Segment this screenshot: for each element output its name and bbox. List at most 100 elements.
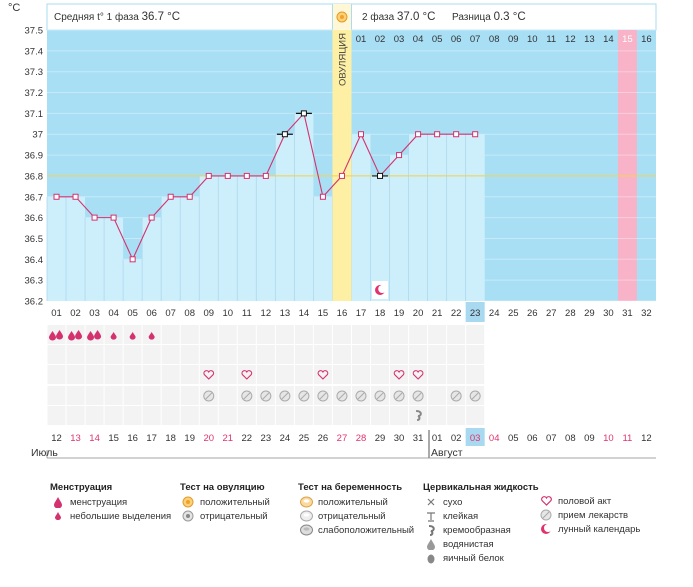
pill-line bbox=[281, 392, 289, 400]
legend-menstruation: Менструация менструация небольшие выделе… bbox=[50, 481, 171, 524]
symbol-cell bbox=[161, 325, 180, 344]
temperature-bar bbox=[180, 196, 200, 301]
symbol-cell bbox=[47, 345, 66, 364]
watery-icon bbox=[423, 538, 439, 552]
pill-line bbox=[471, 392, 479, 400]
temperature-point bbox=[224, 172, 231, 179]
symbol-cell bbox=[428, 345, 447, 364]
temperature-point bbox=[281, 131, 288, 138]
heart-icon bbox=[317, 370, 329, 380]
post-ovulation-day: 13 bbox=[584, 34, 595, 45]
calendar-date: 05 bbox=[508, 433, 519, 444]
temperature-bar bbox=[199, 175, 219, 301]
pregnancy-weak-icon bbox=[298, 524, 314, 538]
symbol-cell bbox=[466, 365, 485, 384]
temperature-bar bbox=[104, 217, 124, 301]
symbol-cell bbox=[447, 406, 466, 425]
legend-pregnancy-test-title: Тест на беременность bbox=[298, 482, 403, 493]
heart-icon bbox=[393, 370, 405, 380]
y-tick-label: 37.1 bbox=[25, 109, 44, 120]
post-ovulation-day: 01 bbox=[356, 34, 367, 45]
post-ovulation-day: 02 bbox=[375, 34, 386, 45]
temperature-point bbox=[167, 193, 174, 200]
symbol-cell bbox=[313, 325, 332, 344]
cycle-day-label: 26 bbox=[527, 308, 538, 319]
period-day-column bbox=[617, 30, 637, 301]
post-ovulation-day: 09 bbox=[508, 34, 519, 45]
calendar-date: 08 bbox=[565, 433, 576, 444]
legend-cervical-item: сухо bbox=[443, 497, 463, 508]
cycle-day-label: 03 bbox=[89, 308, 100, 319]
symbol-cell bbox=[237, 365, 256, 384]
symbol-cell bbox=[237, 345, 256, 364]
temperature-bar bbox=[123, 259, 143, 301]
cycle-day-label: 13 bbox=[280, 308, 291, 319]
spotting-drop-icon bbox=[110, 332, 117, 340]
post-ovulation-day: 05 bbox=[432, 34, 443, 45]
cycle-day-label: 22 bbox=[451, 308, 462, 319]
cycle-day-label: 18 bbox=[375, 308, 386, 319]
calendar-date: 11 bbox=[622, 433, 632, 444]
y-tick-label: 37 bbox=[32, 130, 43, 141]
calendar-date: 03 bbox=[470, 433, 481, 444]
heart-icon bbox=[203, 370, 215, 380]
symbol-cell bbox=[104, 386, 123, 405]
pill-line bbox=[395, 392, 403, 400]
menstruation-drop-icon bbox=[49, 330, 64, 341]
phase1-text: Средняя t° 1 фаза 36.7 °C bbox=[54, 11, 180, 23]
drop-shape bbox=[49, 331, 57, 341]
temperature-bar bbox=[66, 196, 86, 301]
y-tick-label: 36.9 bbox=[25, 151, 44, 162]
symbol-cell bbox=[142, 345, 161, 364]
symbol-cell bbox=[85, 345, 104, 364]
legend-other: половой акт прием лекарств лунный календ… bbox=[538, 495, 640, 537]
symbol-cell bbox=[332, 345, 351, 364]
symbol-cell bbox=[332, 325, 351, 344]
cycle-day-label: 08 bbox=[184, 308, 195, 319]
temperature-bar bbox=[370, 175, 390, 301]
symbol-cell bbox=[313, 345, 332, 364]
y-tick-label: 36.7 bbox=[25, 192, 44, 203]
symbol-cell bbox=[199, 345, 218, 364]
today-cell bbox=[465, 302, 485, 322]
temperature-point bbox=[148, 214, 155, 221]
symbol-cell bbox=[256, 406, 275, 425]
temperature-point bbox=[72, 193, 79, 200]
symbol-cell bbox=[104, 406, 123, 425]
symbol-cell bbox=[351, 406, 371, 425]
temperature-bar bbox=[256, 175, 276, 301]
symbol-cell bbox=[256, 365, 275, 384]
y-tick-label: 36.5 bbox=[25, 234, 44, 245]
pill-line bbox=[338, 392, 346, 400]
symbol-cell bbox=[390, 345, 409, 364]
temperature-bar bbox=[237, 175, 257, 301]
ovulation-column bbox=[332, 30, 352, 301]
symbol-cell bbox=[275, 365, 294, 384]
symbol-cell bbox=[123, 386, 142, 405]
symbol-cell bbox=[47, 386, 66, 405]
calendar-date: 30 bbox=[394, 433, 405, 444]
calendar-date: 13 bbox=[70, 433, 81, 444]
menstruation-drop-icon bbox=[68, 330, 83, 341]
symbol-cell bbox=[409, 325, 428, 344]
temperature-point bbox=[357, 131, 364, 138]
temperature-point bbox=[472, 131, 479, 138]
symbol-cell bbox=[123, 406, 142, 425]
symbol-cell bbox=[256, 325, 275, 344]
symbol-cell bbox=[313, 406, 332, 425]
symbol-cell bbox=[180, 365, 199, 384]
symbol-cell bbox=[47, 365, 66, 384]
symbol-cell bbox=[237, 406, 256, 425]
symbol-cell bbox=[275, 406, 294, 425]
cycle-day-label: 21 bbox=[432, 308, 443, 319]
cycle-day-label: 23 bbox=[470, 308, 481, 319]
legend-cervical-title: Цервикальная жидкость bbox=[423, 482, 539, 493]
symbol-cell bbox=[447, 365, 466, 384]
symbol-cell bbox=[66, 406, 85, 425]
symbol-cell bbox=[123, 345, 142, 364]
bbt-chart: Средняя t° 1 фаза 36.7 °C 2 фаза 37.0 °C Р… bbox=[8, 2, 657, 459]
cycle-day-label: 04 bbox=[108, 308, 119, 319]
legend-ovulation-item: отрицательный bbox=[200, 511, 268, 522]
symbol-cell bbox=[104, 365, 123, 384]
temperature-bar bbox=[446, 134, 466, 301]
